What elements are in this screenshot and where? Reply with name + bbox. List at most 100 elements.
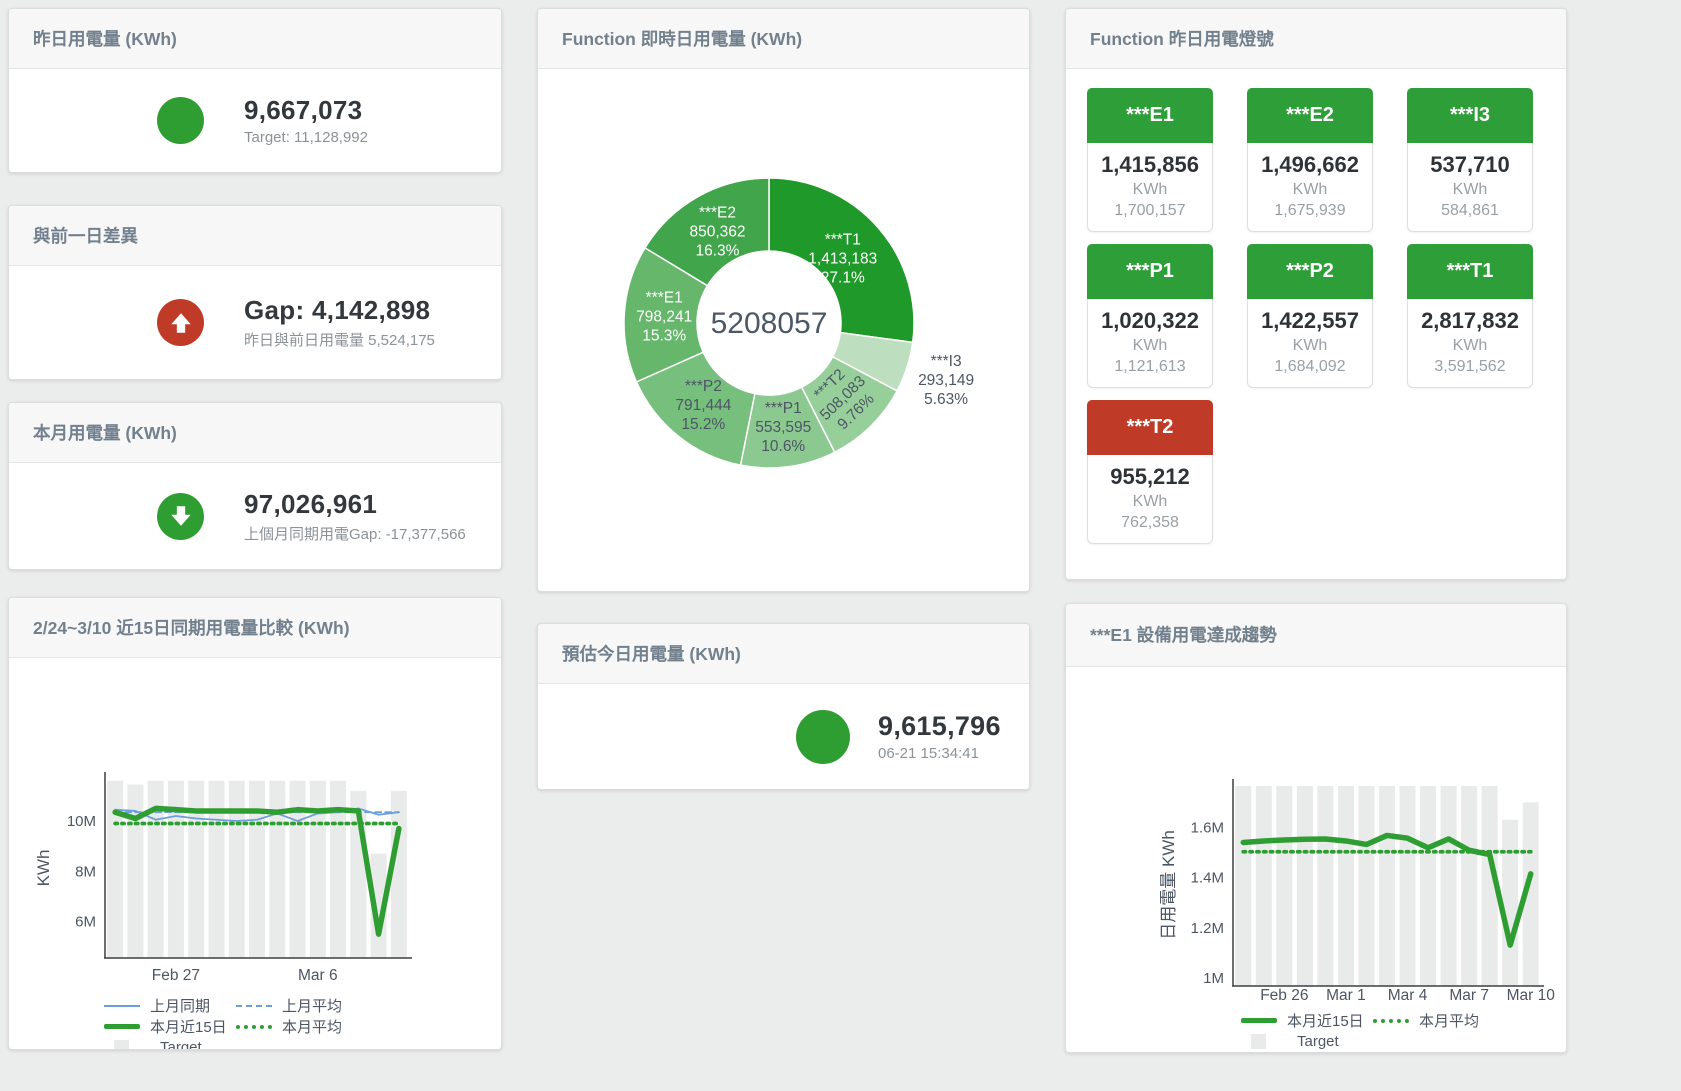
yesterday-usage-target: Target: 11,128,992 xyxy=(244,129,368,146)
svg-text:日用電量 KWh: 日用電量 KWh xyxy=(1159,830,1178,940)
card-15day-comparison: 2/24~3/10 近15日同期用電量比較 (KWh) 6M 8M 10M Feb 2… xyxy=(8,597,502,1050)
tile-target: 3,591,562 xyxy=(1434,358,1506,375)
green-line-swatch-icon xyxy=(1241,1018,1277,1023)
light-tile-p2: ***P2 1,422,557 KWh 1,684,092 xyxy=(1247,244,1373,388)
donut-slice-label: ***E1 798,241 15.3% xyxy=(636,289,692,344)
card-realtime-donut: Function 即時日用電量 (KWh) ***T1 1,413,183 27.1… xyxy=(537,8,1030,592)
donut-slice-label: ***P1 553,595 10.6% xyxy=(755,400,811,455)
blue-line-swatch-icon xyxy=(104,1004,140,1007)
green-status-circle-icon xyxy=(157,97,204,144)
svg-text:6M: 6M xyxy=(75,914,96,931)
tile-target: 1,121,613 xyxy=(1114,358,1186,375)
donut-chart: ***T1 1,413,183 27.1%***I3 293,149 5.63%***T… xyxy=(623,177,974,469)
tile-unit: KWh xyxy=(1132,493,1168,510)
card-title: 昨日用電量 (KWh) xyxy=(9,9,501,69)
svg-text:Feb 27: Feb 27 xyxy=(152,967,200,984)
svg-text:1.2M: 1.2M xyxy=(1191,920,1224,937)
svg-text:1.6M: 1.6M xyxy=(1191,819,1224,836)
card-e1-trend: ***E1 設備用電達成趨勢 1M 1.2M 1.4M 1.6M Feb 26 Mar 1… xyxy=(1065,603,1567,1053)
legend-last-month-series[interactable]: 上月同期 xyxy=(104,995,236,1016)
card-title: Function 即時日用電量 (KWh) xyxy=(538,9,1029,69)
day-gap-value: Gap: 4,142,898 xyxy=(244,295,431,325)
down-arrow-icon xyxy=(157,492,204,540)
month-usage-value: 97,026,961 xyxy=(244,488,378,519)
svg-text:1M: 1M xyxy=(1203,970,1224,987)
comparison-chart-legend: 上月同期 上月平均 本月近15日 本月平均 Target xyxy=(9,995,501,1049)
tile-target: 1,675,939 xyxy=(1274,202,1346,219)
card-yesterday-usage: 昨日用電量 (KWh) 9,667,073 Target: 11,128,992 xyxy=(8,8,502,173)
svg-text:Mar 4: Mar 4 xyxy=(1388,987,1428,1004)
comparison-chart: 6M 8M 10M Feb 27 Mar 6 KWh xyxy=(34,772,412,984)
svg-text:KWh: KWh xyxy=(34,850,53,887)
tile-label: ***P2 xyxy=(1247,244,1373,299)
legend-this-month-avg[interactable]: 本月平均 xyxy=(236,1016,368,1037)
card-estimate-today: 預估今日用電量 (KWh) 9,615,796 06-21 15:34:41 xyxy=(537,623,1030,790)
green-line-swatch-icon xyxy=(104,1024,140,1029)
tile-unit: KWh xyxy=(1292,337,1328,354)
svg-text:Mar 6: Mar 6 xyxy=(298,967,338,984)
donut-slice-t1 xyxy=(768,177,915,344)
tile-target: 762,358 xyxy=(1121,514,1179,531)
donut-slice-e2 xyxy=(643,177,770,287)
tile-label: ***I3 xyxy=(1407,88,1533,143)
stat-body: 9,667,073 Target: 11,128,992 xyxy=(9,69,501,172)
estimate-timestamp: 06-21 15:34:41 xyxy=(878,745,979,762)
light-tile-e1: ***E1 1,415,856 KWh 1,700,157 xyxy=(1087,88,1213,232)
tile-value: 1,422,557 xyxy=(1261,308,1359,333)
light-tiles-grid: ***E1 1,415,856 KWh 1,700,157 ***E2 1,496,662… xyxy=(1066,69,1566,544)
card-title: 預估今日用電量 (KWh) xyxy=(538,624,1029,684)
tile-unit: KWh xyxy=(1452,337,1488,354)
card-title: 本月用電量 (KWh) xyxy=(9,403,501,463)
stat-body: 97,026,961 上個月同期用電Gap: -17,377,566 xyxy=(9,463,501,569)
day-gap-subtitle: 昨日與前日用電量 5,524,175 xyxy=(244,332,435,349)
tile-value: 1,020,322 xyxy=(1101,308,1199,333)
light-tile-p1: ***P1 1,020,322 KWh 1,121,613 xyxy=(1087,244,1213,388)
legend-target[interactable]: Target xyxy=(104,1039,236,1049)
tile-unit: KWh xyxy=(1452,181,1488,198)
svg-text:Feb 26: Feb 26 xyxy=(1260,987,1308,1004)
tile-value: 1,496,662 xyxy=(1261,152,1359,177)
card-title: Function 昨日用電燈號 xyxy=(1066,9,1566,69)
stat-body: 9,615,796 06-21 15:34:41 xyxy=(538,684,1029,789)
card-title: ***E1 設備用電達成趨勢 xyxy=(1066,604,1566,667)
card-title: 2/24~3/10 近15日同期用電量比較 (KWh) xyxy=(9,598,501,658)
yesterday-usage-value: 9,667,073 xyxy=(244,95,363,125)
month-usage-gap: 上個月同期用電Gap: -17,377,566 xyxy=(244,525,466,543)
trend-chart: 1M 1.2M 1.4M 1.6M Feb 26 Mar 1 Mar 4 Mar 7 Mar 1… xyxy=(1159,779,1556,1004)
green-status-circle-icon xyxy=(796,709,850,764)
tile-label: ***E2 xyxy=(1247,88,1373,143)
card-yesterday-lights: Function 昨日用電燈號 ***E1 1,415,856 KWh 1,700,1… xyxy=(1065,8,1567,580)
green-dotted-swatch-icon xyxy=(236,1024,272,1029)
donut-slice-label: ***P2 791,444 15.2% xyxy=(675,378,731,433)
stat-body: Gap: 4,142,898 昨日與前日用電量 5,524,175 xyxy=(9,266,501,379)
tile-target: 1,700,157 xyxy=(1114,202,1186,219)
donut-slice-label: ***E2 850,362 16.3% xyxy=(689,205,745,260)
tile-label: ***T1 xyxy=(1407,244,1533,299)
gray-bar-swatch-icon xyxy=(1251,1034,1266,1049)
estimate-value: 9,615,796 xyxy=(878,711,1001,741)
legend-this-month-series[interactable]: 本月近15日 xyxy=(104,1016,236,1037)
tile-label: ***E1 xyxy=(1087,88,1213,143)
card-title: 與前一日差異 xyxy=(9,206,501,266)
light-tile-e2: ***E2 1,496,662 KWh 1,675,939 xyxy=(1247,88,1373,232)
up-arrow-icon xyxy=(157,299,204,346)
card-month-usage: 本月用電量 (KWh) 97,026,961 上個月同期用電Gap: -17,3… xyxy=(8,402,502,570)
tile-unit: KWh xyxy=(1132,337,1168,354)
svg-text:8M: 8M xyxy=(75,863,96,880)
donut-center-total: 5208057 xyxy=(711,307,828,340)
legend-target[interactable]: Target xyxy=(1241,1033,1373,1050)
legend-last-month-avg[interactable]: 上月平均 xyxy=(236,995,368,1016)
legend-this-month-avg[interactable]: 本月平均 xyxy=(1373,1010,1505,1031)
donut-slice-label: ***I3 293,149 5.63% xyxy=(918,353,974,408)
legend-this-month-series[interactable]: 本月近15日 xyxy=(1241,1010,1373,1031)
svg-text:Mar 1: Mar 1 xyxy=(1326,987,1366,1004)
light-tile-i3: ***I3 537,710 KWh 584,861 xyxy=(1407,88,1533,232)
svg-text:Mar 7: Mar 7 xyxy=(1449,987,1489,1004)
gray-bar-swatch-icon xyxy=(114,1040,129,1049)
card-day-gap: 與前一日差異 Gap: 4,142,898 昨日與前日用電量 5,524,175 xyxy=(8,205,502,380)
svg-text:Mar 10: Mar 10 xyxy=(1507,987,1556,1004)
svg-text:1.4M: 1.4M xyxy=(1191,870,1224,887)
green-dotted-swatch-icon xyxy=(1373,1018,1409,1023)
blue-dashed-swatch-icon xyxy=(236,1004,272,1007)
